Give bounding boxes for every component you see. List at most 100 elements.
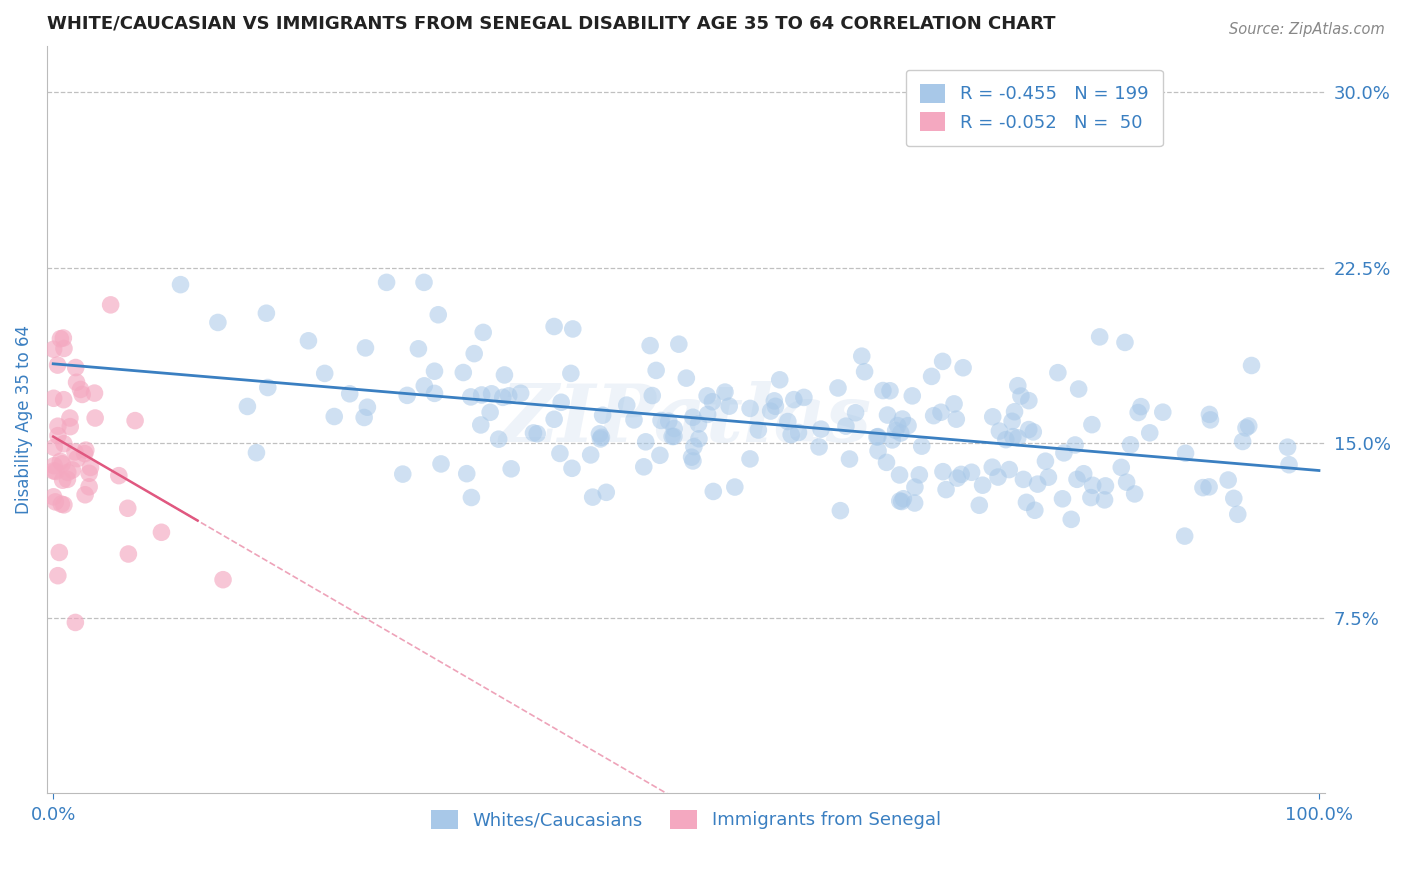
Point <box>413 379 436 393</box>
Point <box>56 472 79 486</box>
Point <box>52 392 75 407</box>
Point <box>623 413 645 427</box>
Point <box>254 306 277 320</box>
Point <box>943 397 966 411</box>
Point <box>501 462 523 476</box>
Point <box>77 480 100 494</box>
Point <box>952 360 974 375</box>
Point <box>46 428 69 442</box>
Point <box>872 384 894 398</box>
Point <box>1012 472 1035 486</box>
Point <box>838 452 860 467</box>
Point <box>702 394 724 409</box>
Point <box>787 425 810 440</box>
Point <box>323 409 346 424</box>
Point <box>688 432 710 446</box>
Point <box>901 389 924 403</box>
Point <box>1024 503 1046 517</box>
Point <box>1218 473 1240 487</box>
Point <box>75 443 97 458</box>
Point <box>353 410 375 425</box>
Point <box>1278 458 1301 472</box>
Point <box>945 412 967 426</box>
Point <box>42 464 65 478</box>
Point <box>827 381 849 395</box>
Point <box>747 423 769 437</box>
Point <box>45 465 67 479</box>
Point <box>793 391 815 405</box>
Point <box>922 409 945 423</box>
Point <box>921 369 943 384</box>
Point <box>1226 508 1249 522</box>
Point <box>1198 480 1220 494</box>
Point <box>658 414 681 428</box>
Point <box>696 408 718 422</box>
Point <box>60 463 83 477</box>
Point <box>897 418 920 433</box>
Point <box>49 332 72 346</box>
Point <box>835 419 858 434</box>
Point <box>1073 467 1095 481</box>
Point <box>1081 417 1104 432</box>
Point <box>59 411 82 425</box>
Point <box>46 568 69 582</box>
Point <box>42 490 65 504</box>
Point <box>314 367 336 381</box>
Point <box>66 451 89 466</box>
Point <box>981 460 1004 475</box>
Legend: Whites/Caucasians, Immigrants from Senegal: Whites/Caucasians, Immigrants from Seneg… <box>425 803 948 837</box>
Point <box>1018 423 1040 437</box>
Point <box>561 322 583 336</box>
Point <box>988 424 1011 438</box>
Point <box>1123 487 1146 501</box>
Point <box>682 410 704 425</box>
Point <box>494 368 516 382</box>
Point <box>648 448 671 462</box>
Point <box>479 405 502 419</box>
Point <box>853 365 876 379</box>
Point <box>1199 413 1222 427</box>
Point <box>904 496 927 510</box>
Point <box>53 342 76 356</box>
Point <box>46 419 69 434</box>
Point <box>1060 512 1083 526</box>
Point <box>65 360 87 375</box>
Point <box>890 425 912 440</box>
Point <box>876 408 898 422</box>
Point <box>765 400 787 414</box>
Point <box>994 433 1017 447</box>
Point <box>1198 408 1220 422</box>
Point <box>879 384 901 398</box>
Point <box>763 393 786 408</box>
Point <box>1109 460 1132 475</box>
Point <box>960 465 983 479</box>
Point <box>889 494 911 508</box>
Point <box>460 491 482 505</box>
Point <box>561 461 583 475</box>
Point <box>1081 478 1104 492</box>
Point <box>169 277 191 292</box>
Point <box>682 454 704 468</box>
Point <box>702 484 724 499</box>
Point <box>212 573 235 587</box>
Point <box>1088 330 1111 344</box>
Point <box>998 462 1021 476</box>
Point <box>51 457 73 471</box>
Point <box>1064 438 1087 452</box>
Point <box>931 354 953 368</box>
Point <box>929 405 952 419</box>
Point <box>108 468 131 483</box>
Point <box>543 319 565 334</box>
Point <box>339 386 361 401</box>
Point <box>589 432 612 446</box>
Point <box>1223 491 1246 506</box>
Point <box>890 494 912 508</box>
Point <box>911 439 934 453</box>
Point <box>69 383 91 397</box>
Point <box>641 388 664 402</box>
Point <box>77 467 100 481</box>
Point <box>1010 389 1032 403</box>
Point <box>70 387 93 401</box>
Point <box>56 466 79 480</box>
Point <box>987 470 1010 484</box>
